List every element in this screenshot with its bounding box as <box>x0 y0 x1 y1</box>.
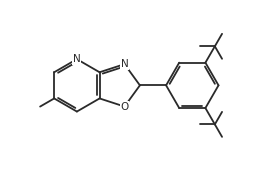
Text: O: O <box>120 102 129 112</box>
Text: N: N <box>121 59 128 69</box>
Text: N: N <box>73 54 81 64</box>
